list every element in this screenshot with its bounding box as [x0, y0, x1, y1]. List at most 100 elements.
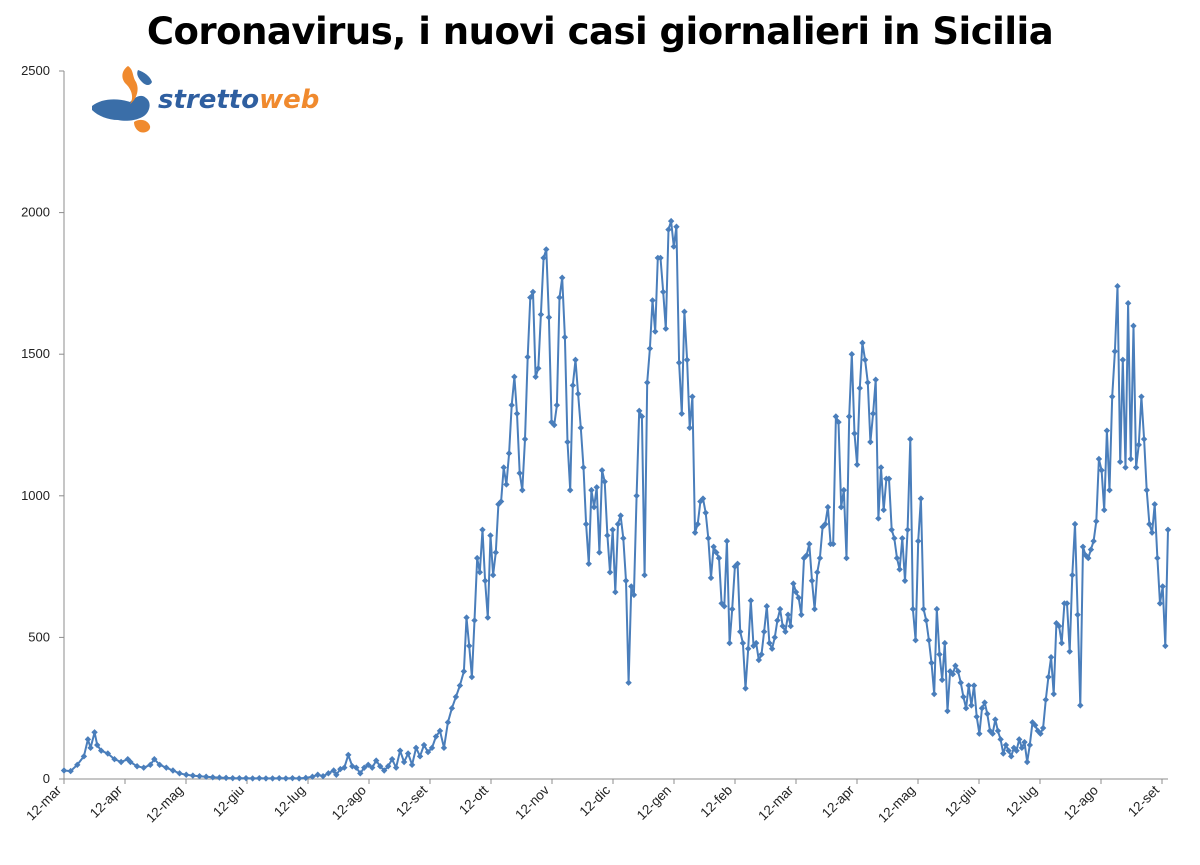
data-point-marker: [1124, 300, 1132, 307]
data-point-marker: [169, 767, 177, 774]
data-point-marker: [216, 774, 223, 781]
data-point-marker: [952, 662, 959, 669]
data-point-marker: [694, 520, 701, 528]
x-tick-label: 12-giu: [942, 783, 979, 820]
data-point-marker: [1008, 753, 1015, 760]
data-point-marker: [537, 311, 545, 318]
data-point-marker: [705, 535, 712, 542]
data-point-marker: [596, 549, 603, 556]
data-point-marker: [593, 484, 600, 491]
data-point-marker: [707, 574, 715, 582]
data-point-marker: [543, 246, 550, 253]
data-point-marker: [779, 622, 786, 630]
data-point-marker: [683, 356, 691, 364]
data-point-marker: [984, 710, 991, 718]
data-point-marker: [633, 492, 640, 499]
data-point-marker: [256, 774, 263, 782]
y-tick-label: 500: [28, 629, 50, 644]
data-point-marker: [508, 401, 515, 409]
data-point-marker: [630, 591, 638, 599]
data-point-marker: [803, 552, 810, 559]
data-point-marker: [1156, 600, 1164, 607]
data-point-marker: [614, 520, 622, 528]
data-point-marker: [617, 512, 624, 519]
data-point-marker: [798, 611, 805, 618]
data-point-marker: [400, 758, 408, 766]
data-point-marker: [503, 481, 510, 488]
data-point-marker: [365, 761, 372, 769]
data-point-marker: [771, 634, 778, 641]
data-point-marker: [861, 356, 869, 364]
data-point-marker: [151, 755, 158, 763]
data-point-marker: [1132, 464, 1140, 471]
data-point-marker: [295, 775, 303, 782]
data-point-marker: [851, 430, 858, 437]
data-point-marker: [713, 549, 720, 556]
data-point-marker: [388, 755, 396, 763]
data-point-marker: [620, 535, 627, 542]
data-point-marker: [689, 393, 696, 400]
data-point-marker: [776, 605, 784, 613]
data-point-marker: [837, 503, 845, 511]
data-point-marker: [176, 770, 183, 777]
data-point-marker: [553, 401, 561, 409]
data-point-marker: [662, 325, 670, 332]
data-point-marker: [859, 339, 866, 347]
data-point-marker: [545, 314, 553, 321]
data-point-marker: [824, 503, 832, 511]
series-layer: [60, 217, 1172, 782]
data-point-marker: [925, 637, 933, 644]
data-point-marker: [907, 435, 914, 443]
data-point-marker: [923, 617, 930, 624]
data-point-marker: [408, 761, 416, 769]
data-point-marker: [87, 744, 94, 752]
data-point-marker: [1000, 750, 1007, 757]
data-point-marker: [1077, 702, 1084, 709]
data-point-marker: [1090, 537, 1097, 545]
data-point-marker: [473, 554, 481, 562]
data-point-marker: [1164, 526, 1172, 533]
data-point-marker: [822, 520, 829, 528]
data-point-marker: [97, 747, 105, 754]
data-point-marker: [1140, 435, 1148, 443]
data-point-marker: [424, 748, 432, 756]
data-point-marker: [992, 716, 999, 723]
data-point-marker: [702, 509, 709, 516]
data-point-marker: [710, 543, 717, 550]
data-point-marker: [513, 410, 521, 417]
data-point-marker: [1018, 744, 1026, 752]
data-point-marker: [1047, 654, 1055, 661]
data-point-marker: [843, 554, 850, 562]
data-point-marker: [747, 597, 755, 604]
data-point-marker: [1016, 736, 1023, 743]
data-point-marker: [1119, 356, 1127, 364]
data-point-marker: [1026, 741, 1034, 749]
data-point-marker: [577, 424, 584, 432]
data-point-marker: [556, 294, 563, 301]
data-point-marker: [1095, 455, 1103, 463]
x-tick-label: 12-mag: [875, 783, 918, 826]
data-point-marker: [249, 775, 256, 782]
data-point-marker: [330, 767, 337, 774]
data-point-marker: [962, 705, 970, 712]
data-point-marker: [147, 761, 154, 769]
data-point-marker: [1082, 552, 1089, 559]
data-point-marker: [133, 763, 141, 770]
data-point-marker: [928, 659, 935, 667]
y-tick-label: 1000: [21, 488, 50, 503]
data-point-marker: [673, 223, 680, 230]
data-point-marker: [436, 727, 444, 735]
data-point-marker: [505, 450, 513, 457]
data-point-marker: [396, 747, 404, 754]
data-point-marker: [1069, 571, 1076, 579]
data-point-marker: [1154, 554, 1161, 562]
data-point-marker: [755, 656, 763, 664]
svg-text:strettoweb: strettoweb: [158, 85, 319, 115]
data-point-marker: [606, 569, 614, 576]
data-point-marker: [588, 486, 595, 494]
y-axis: 0 500 1000 1500 2000 2500: [21, 63, 65, 786]
x-tick-label: 12-apr: [87, 782, 126, 821]
data-point-marker: [893, 554, 901, 562]
data-point-marker: [1042, 696, 1049, 703]
